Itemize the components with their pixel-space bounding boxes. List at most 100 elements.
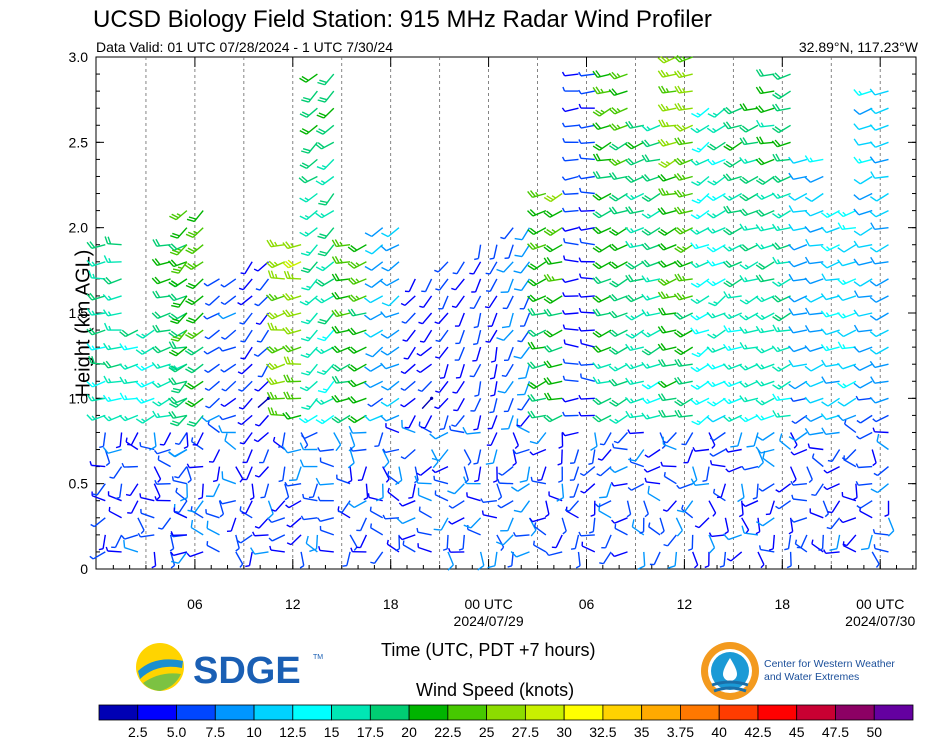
barb-flag <box>299 129 307 135</box>
barb-staff <box>244 346 253 360</box>
colorbar-swatch <box>718 704 759 721</box>
barb-staff <box>793 295 808 303</box>
barb-half-flag <box>826 246 831 251</box>
barb-half-flag <box>290 328 294 333</box>
barb-staff <box>789 466 797 480</box>
barb-flag <box>759 136 764 144</box>
barb-flag <box>869 107 877 115</box>
wind-barb <box>853 309 873 317</box>
colorbar-tick-label: 17.5 <box>357 724 384 740</box>
barb-flag <box>543 196 552 203</box>
wind-barb <box>869 312 889 321</box>
wind-barb <box>690 158 710 166</box>
wind-barb <box>365 346 384 358</box>
barb-flag <box>677 376 683 384</box>
wind-barb <box>218 500 225 518</box>
wind-barb <box>439 415 449 430</box>
wind-barb <box>673 70 693 79</box>
barb-staff <box>494 347 498 362</box>
wind-barb <box>501 415 514 430</box>
wind-barb <box>398 534 416 541</box>
wind-barb <box>186 551 204 558</box>
barb-staff <box>140 534 155 538</box>
wind-barb <box>347 414 367 424</box>
barb-staff <box>443 364 449 378</box>
barb-staff <box>353 500 367 509</box>
barb-staff <box>377 432 384 447</box>
wind-barb <box>302 493 318 502</box>
wind-barb <box>608 293 628 302</box>
barb-staff <box>324 73 335 86</box>
barb-flag <box>152 239 158 247</box>
wind-barb <box>315 261 335 272</box>
barb-staff <box>859 278 873 287</box>
wind-barb <box>690 261 710 269</box>
barb-flag <box>804 365 812 372</box>
wind-barb <box>755 261 775 270</box>
barb-half-flag <box>681 443 686 446</box>
wind-barb <box>722 312 742 320</box>
wind-barb <box>239 312 253 325</box>
wind-barb <box>471 278 482 293</box>
barb-half-flag <box>716 496 722 499</box>
wind-barb <box>739 223 759 231</box>
wind-barb <box>347 308 367 317</box>
barb-half-flag <box>109 476 114 479</box>
barb-flag <box>350 395 357 403</box>
barb-half-flag <box>728 416 733 421</box>
barb-staff <box>225 380 237 392</box>
barb-half-flag <box>474 394 479 397</box>
barb-staff <box>809 278 824 285</box>
wind-barb <box>152 290 171 299</box>
barb-staff <box>387 397 400 407</box>
barb-half-flag <box>665 140 670 145</box>
barb-flag <box>726 205 732 213</box>
wind-barb <box>722 343 742 352</box>
wind-barb <box>562 375 579 382</box>
barb-flag <box>725 160 733 166</box>
wind-barb <box>599 551 612 565</box>
barb-flag <box>741 194 749 200</box>
wind-barb <box>336 474 351 485</box>
wind-barb <box>331 255 351 264</box>
wind-barb <box>396 517 416 525</box>
wind-barb <box>527 329 547 337</box>
barb-half-flag <box>744 277 748 282</box>
wind-barb <box>592 192 612 201</box>
wind-barb <box>135 380 155 388</box>
wind-barb <box>853 123 873 131</box>
barb-staff <box>435 465 449 474</box>
barb-flag <box>543 298 551 304</box>
barb-half-flag <box>760 400 766 404</box>
barb-staff <box>874 380 889 384</box>
sdge-trademark: TM <box>313 654 323 661</box>
barb-half-flag <box>385 423 387 428</box>
barb-flag <box>180 497 188 502</box>
wind-barb <box>455 329 465 345</box>
wind-barb <box>641 397 661 405</box>
barb-flag <box>529 440 538 445</box>
barb-half-flag <box>186 552 191 558</box>
wind-barb <box>543 344 563 353</box>
barb-half-flag <box>140 398 145 403</box>
barb-flag <box>595 153 601 161</box>
barb-flag <box>513 270 522 274</box>
barb-flag <box>529 294 537 301</box>
wind-barb <box>723 227 743 236</box>
wind-barb <box>487 312 498 327</box>
wind-barb <box>739 326 759 334</box>
barb-half-flag <box>157 478 162 483</box>
wind-barb <box>200 414 220 423</box>
wind-barb <box>298 414 318 424</box>
barb-half-flag <box>121 535 126 540</box>
wind-barb <box>452 380 465 394</box>
barb-staff <box>697 175 710 186</box>
barb-half-flag <box>681 174 686 180</box>
barb-staff <box>308 278 318 291</box>
wind-barb <box>504 244 514 259</box>
barb-flag <box>319 200 328 204</box>
wind-barb <box>869 209 889 218</box>
barb-staff <box>793 175 808 180</box>
barb-staff <box>842 363 857 370</box>
barb-half-flag <box>616 124 621 129</box>
